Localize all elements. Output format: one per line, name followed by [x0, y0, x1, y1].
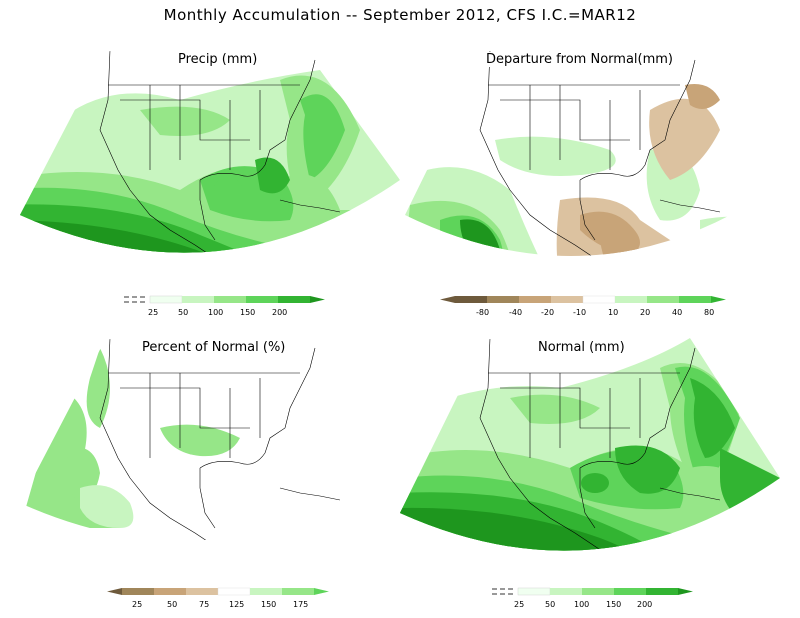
precip-title: Precip (mm) — [176, 52, 260, 67]
precip-tick: 100 — [208, 308, 224, 317]
normal-title: Normal (mm) — [536, 340, 627, 355]
percent-colorbar: 25 50 75 125 150 175 — [107, 584, 337, 614]
normal-colorbar: 25 50 100 150 200 — [488, 584, 698, 614]
departure-tick: 10 — [608, 308, 619, 317]
precip-tick: 150 — [240, 308, 256, 317]
departure-tick: -10 — [573, 308, 587, 317]
precip-colorbar-labels: 25 50 100 150 200 — [120, 308, 330, 320]
percent-tick: 50 — [167, 600, 178, 609]
precip-tick: 25 — [148, 308, 159, 317]
precip-tick: 200 — [272, 308, 288, 317]
percent-panel: Percent of Normal (%) — [0, 328, 400, 618]
departure-tick: -20 — [541, 308, 555, 317]
departure-colorbar-swatches — [440, 295, 726, 304]
percent-tick: 75 — [199, 600, 210, 609]
percent-colorbar-labels: 25 50 75 125 150 175 — [107, 600, 337, 612]
normal-tick: 200 — [637, 600, 653, 609]
precip-map — [20, 41, 400, 253]
departure-tick: -80 — [476, 308, 490, 317]
departure-colorbar-labels: -80 -40 -20 -10 10 20 40 80 — [440, 308, 740, 320]
percent-tick: 150 — [261, 600, 277, 609]
normal-tick: 150 — [606, 600, 622, 609]
departure-tick: 20 — [640, 308, 651, 317]
normal-tick: 25 — [514, 600, 525, 609]
percent-tick: 125 — [229, 600, 245, 609]
departure-tick: -40 — [509, 308, 523, 317]
normal-colorbar-labels: 25 50 100 150 200 — [488, 600, 698, 612]
departure-title: Departure from Normal(mm) — [484, 52, 675, 67]
departure-tick: 80 — [704, 308, 715, 317]
departure-map — [405, 41, 780, 257]
percent-colorbar-swatches — [107, 587, 329, 596]
departure-tick: 40 — [672, 308, 683, 317]
departure-colorbar: -80 -40 -20 -10 10 20 40 80 — [440, 292, 740, 322]
figure-title: Monthly Accumulation -- September 2012, … — [163, 6, 637, 24]
normal-panel: Normal (mm) — [400, 328, 800, 618]
precip-panel: Precip (mm) — [0, 40, 400, 330]
percent-tick: 25 — [132, 600, 143, 609]
percent-tick: 175 — [293, 600, 309, 609]
normal-map — [400, 329, 780, 551]
percent-title: Percent of Normal (%) — [140, 340, 288, 355]
normal-tick: 50 — [545, 600, 556, 609]
precip-colorbar: 25 50 100 150 200 — [120, 292, 330, 322]
normal-tick: 100 — [574, 600, 590, 609]
departure-panel: Departure from Normal(mm) — [400, 40, 800, 330]
normal-colorbar-swatches — [492, 587, 693, 596]
precip-colorbar-swatches — [124, 295, 325, 304]
percent-map — [20, 329, 400, 541]
precip-tick: 50 — [178, 308, 189, 317]
